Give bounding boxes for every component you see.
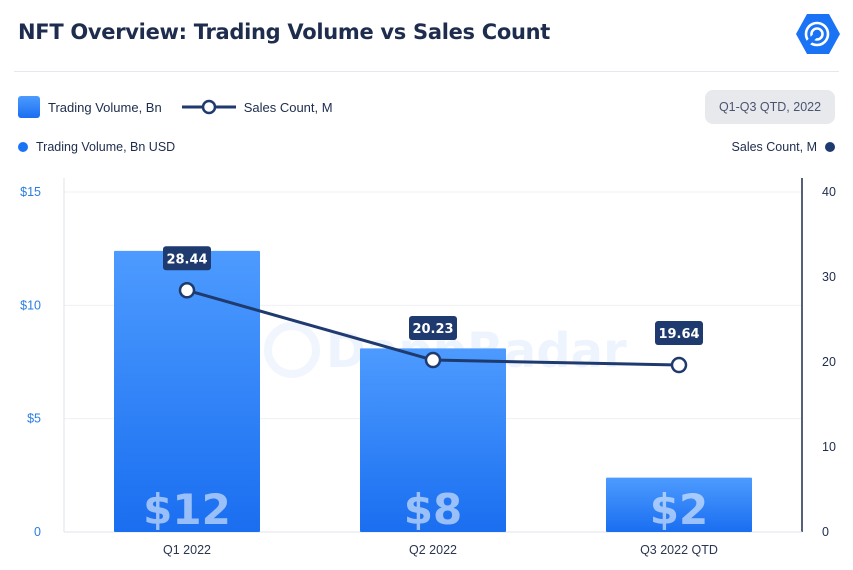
right-axis-dot (825, 142, 835, 152)
dappradar-logo-icon (796, 14, 840, 54)
category-label: Q3 2022 QTD (640, 543, 718, 557)
sales-count-label-bg (163, 246, 211, 271)
legend-line-label: Sales Count, M (243, 99, 333, 115)
left-axis-title-text: Trading Volume, Bn USD (36, 140, 176, 154)
left-axis-title: Trading Volume, Bn USD (18, 140, 175, 154)
left-tick-label: $10 (20, 298, 41, 312)
bar-value-label: $2 (650, 485, 708, 534)
right-tick-label: 30 (822, 270, 836, 284)
left-tick-label: $5 (27, 412, 41, 426)
right-tick-label: 40 (822, 185, 836, 199)
header-divider (14, 71, 839, 72)
bar-value-label: $12 (143, 485, 231, 534)
right-tick-label: 10 (822, 440, 836, 454)
sales-count-label: 20.23 (412, 322, 453, 337)
bar (114, 250, 260, 532)
sales-count-point (178, 282, 196, 299)
sales-count-label: 19.64 (658, 327, 699, 342)
right-axis-title: Sales Count, M (732, 140, 835, 154)
bar-value-label: $8 (404, 485, 462, 534)
sales-count-label: 28.44 (166, 252, 207, 267)
legend-bar-swatch (18, 96, 40, 118)
sales-count-point (670, 356, 688, 374)
category-label: Q1 2022 (163, 543, 211, 557)
right-tick-label: 0 (822, 525, 829, 539)
legend-bar-label: Trading Volume, Bn (48, 99, 162, 115)
period-badge: Q1-Q3 QTD, 2022 (705, 90, 835, 124)
category-label: Q2 2022 (409, 543, 457, 557)
left-axis-dot (18, 142, 28, 152)
chart-title: NFT Overview: Trading Volume vs Sales Co… (18, 20, 551, 44)
sales-count-point (424, 351, 442, 369)
bar (606, 477, 752, 532)
legend-line-swatch (181, 99, 236, 115)
sales-count-label-bg (409, 316, 457, 341)
watermark-icon (264, 322, 320, 378)
right-tick-label: 20 (822, 355, 836, 369)
right-axis-title-text: Sales Count, M (731, 140, 817, 154)
sales-count-label-bg (655, 321, 703, 346)
left-tick-label: $15 (20, 185, 41, 199)
left-tick-label: 0 (34, 525, 41, 539)
chart-legend: Trading Volume, Bn Sales Count, M (18, 96, 333, 118)
bar (360, 348, 506, 532)
